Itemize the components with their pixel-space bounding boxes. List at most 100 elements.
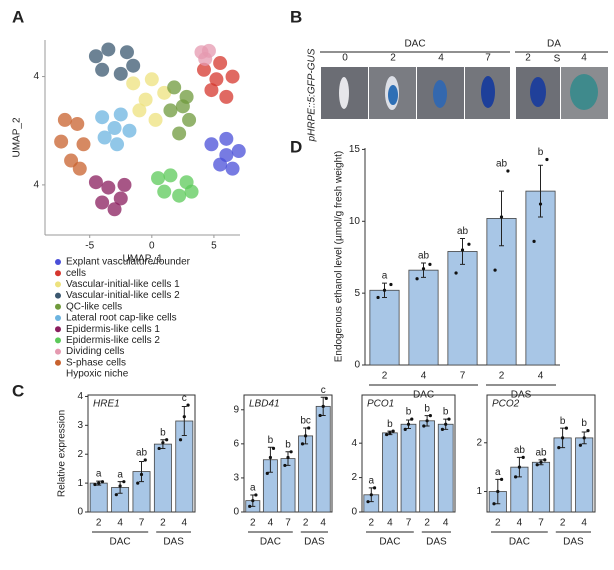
legend-label: Epidermis-like cells 1 [66,324,160,335]
y-tick-label: 2 [476,437,482,448]
significance-label: b [387,419,393,430]
point [101,42,116,57]
data-point [506,169,510,173]
legend-label: Hypoxic niche [66,369,129,380]
y-tick-label: 0 [77,507,83,518]
point [113,191,128,206]
significance-label: a [96,469,102,480]
legend-label: Epidermis-like cells 2 [66,335,160,346]
significance-label: b [285,439,291,450]
data-point [564,426,569,430]
data-point [422,424,426,428]
x-tick-label: 4 [268,518,274,529]
group-label: DA [547,39,561,50]
photo-label: 4 [581,53,587,64]
point [113,107,128,122]
chart-title: PCO2 [492,399,520,410]
y-tick-label: 5 [354,288,360,299]
group-label: DAS [163,537,184,548]
point [175,99,190,114]
data-point [578,443,582,447]
point [198,51,213,66]
legend-swatch [55,259,61,265]
data-point [283,463,287,468]
data-point [385,432,389,437]
data-point [391,429,395,433]
data-point [186,403,190,407]
data-point [376,295,380,300]
explant [570,74,598,110]
x-tick-label: 4 [182,518,188,529]
data-point [428,262,432,267]
point [119,45,134,60]
x-tick-label: 2 [160,518,166,529]
x-tick-label: 2 [560,518,566,529]
explant [388,85,398,105]
x-tick-label: 0 [149,241,155,252]
data-point [139,472,144,477]
data-point [389,282,393,287]
x-tick-label: 2 [250,518,256,529]
data-point [114,493,118,497]
significance-label: c [321,385,326,396]
bar [531,461,551,513]
group-label: DAC [509,537,530,548]
y-tick-label: 10 [349,216,361,227]
x-tick-label: 2 [495,518,501,529]
data-point [532,239,536,244]
group-label: DAC [260,537,281,548]
group-label: DAC [110,537,131,548]
y-axis-label: Endogenous ethanol level (µmol/g fresh w… [334,151,345,362]
point [184,184,199,199]
data-point [496,489,500,494]
data-point [382,288,387,292]
legend-label: Lateral root cap-like cells [66,313,177,324]
x-tick-label: 2 [369,518,375,529]
legend-swatch [55,292,61,299]
photo-label: 2 [525,53,531,64]
y-tick-label: 1 [77,478,83,489]
legend-swatch [55,303,61,310]
bar [315,405,331,513]
data-point [403,427,407,432]
data-point [545,157,549,162]
data-point [324,396,328,401]
data-point [454,271,458,275]
x-tick-label: 2 [303,518,309,529]
significance-label: a [117,469,123,480]
data-point [388,431,392,435]
significance-label: a [495,467,501,478]
photos [321,67,608,119]
y-tick-label: 0 [233,507,239,518]
group-label: DAC [379,537,400,548]
x-tick-label: 7 [460,371,466,382]
bar [89,482,108,513]
significance-label: ab [457,226,469,237]
point [204,83,219,98]
point [196,62,211,77]
x-tick-label: 7 [406,518,412,529]
panel-label: C [12,381,24,400]
y-tick-label: 2 [77,449,83,460]
point [57,112,72,127]
significance-label: c [182,393,187,404]
x-tick-label: 4 [538,371,544,382]
data-point [517,465,522,469]
data-point [467,242,471,246]
group-label: DAS [563,537,584,548]
data-point [513,475,518,479]
y-tick-label: 3 [77,420,83,431]
data-point [182,415,186,419]
photo-label: 7 [485,53,491,64]
group-label: DAS [426,537,447,548]
y-tick-label: 4 [351,438,357,449]
y-tick-label: 3 [233,473,239,484]
x-tick-label: 7 [139,518,145,529]
data-point [97,481,101,485]
y-tick-label: 9 [233,404,239,415]
panel-label: B [290,7,302,26]
explant [530,77,546,107]
data-point [178,438,183,442]
x-tick-label: 2 [382,371,388,382]
